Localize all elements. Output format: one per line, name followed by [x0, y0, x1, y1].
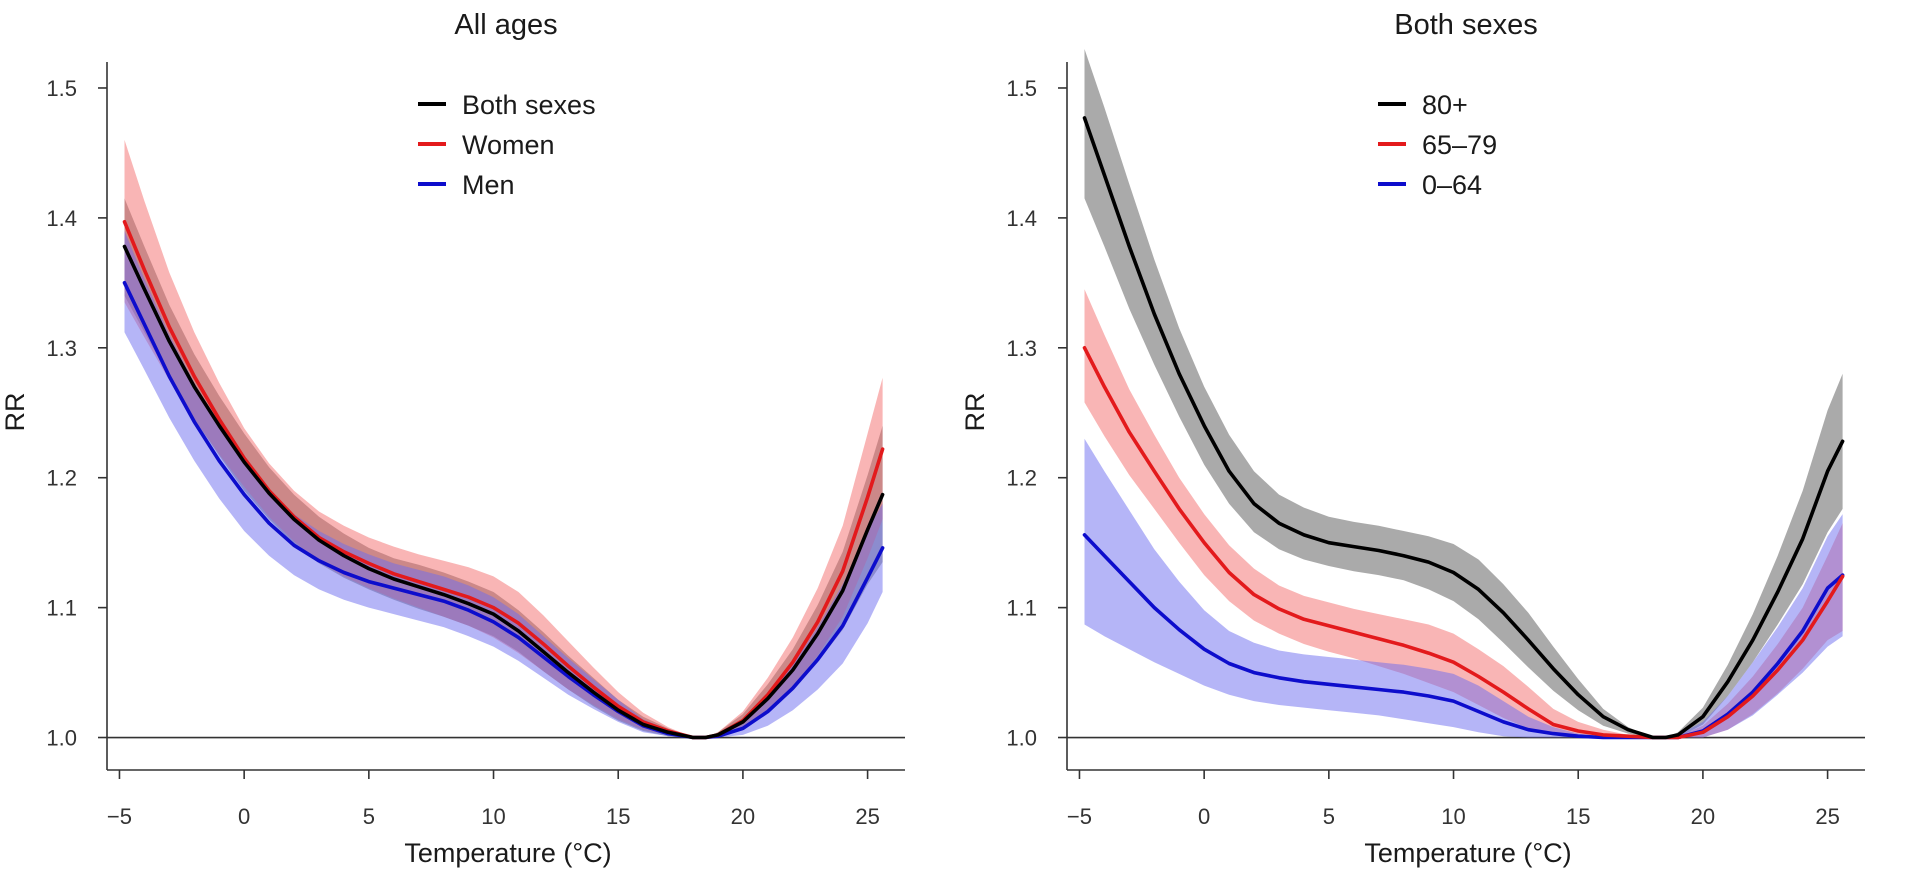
- y-tick-label: 1.3: [1006, 336, 1037, 361]
- chart-panel-all-ages: 1.0 1.1 1.2 1.3 1.4 1.5 −5 0 5 10 15 20 25 Temperatur…: [0, 9, 905, 868]
- x-tick-label: −5: [107, 804, 132, 829]
- y-tick-label: 1.4: [46, 206, 77, 231]
- chart-title: Both sexes: [1394, 9, 1537, 41]
- y-tick-label: 1.0: [1006, 726, 1037, 751]
- legend-label: Women: [462, 130, 555, 160]
- x-tick-label: 20: [731, 804, 755, 829]
- series-line-2: [1082, 533, 1845, 740]
- y-tick-label: 1.4: [1006, 206, 1037, 231]
- y-tick-label: 1.1: [1006, 596, 1037, 621]
- y-tick-label: 1.3: [46, 336, 77, 361]
- series-line-1: [1082, 346, 1845, 740]
- confidence-band-2: [124, 230, 883, 738]
- x-tick-label: 5: [1323, 804, 1335, 829]
- legend-label: Both sexes: [462, 90, 596, 120]
- legend-label: 0–64: [1422, 170, 1482, 200]
- x-tick-label: 0: [238, 804, 250, 829]
- confidence-band-2: [1084, 438, 1843, 738]
- x-tick-label: 25: [855, 804, 879, 829]
- y-axis-title: RR: [0, 393, 30, 432]
- y-tick-label: 1.2: [1006, 466, 1037, 491]
- x-tick-label: 15: [1566, 804, 1590, 829]
- confidence-band-0: [1084, 49, 1843, 738]
- chart-panel-both-sexes: 1.0 1.1 1.2 1.3 1.4 1.5 −5 0 5 10 15 20 25 Temperatur…: [960, 0, 1920, 879]
- y-tick-label: 1.5: [46, 76, 77, 101]
- chart-svg-all-ages: 1.0 1.1 1.2 1.3 1.4 1.5 −5 0 5 10 15 20 25 Temperatur…: [0, 9, 905, 868]
- y-axis-title: RR: [960, 393, 990, 432]
- y-tick-label: 1.1: [46, 596, 77, 621]
- legend-label: 65–79: [1422, 130, 1497, 160]
- y-tick-label: 1.0: [46, 726, 77, 751]
- series-line-1: [122, 220, 885, 740]
- x-tick-label: 20: [1691, 804, 1715, 829]
- series-line-2: [122, 281, 885, 740]
- chart-svg-both-sexes: 1.0 1.1 1.2 1.3 1.4 1.5 −5 0 5 10 15 20 25 Temperatur…: [960, 9, 1865, 868]
- x-tick-label: 15: [606, 804, 630, 829]
- y-tick-label: 1.2: [46, 466, 77, 491]
- x-tick-label: 10: [1441, 804, 1465, 829]
- x-axis-title: Temperature (°C): [1364, 838, 1571, 868]
- x-tick-label: −5: [1067, 804, 1092, 829]
- y-tick-label: 1.5: [1006, 76, 1037, 101]
- x-tick-label: 0: [1198, 804, 1210, 829]
- x-tick-label: 25: [1815, 804, 1839, 829]
- x-tick-label: 5: [363, 804, 375, 829]
- legend-label: 80+: [1422, 90, 1468, 120]
- x-axis-title: Temperature (°C): [404, 838, 611, 868]
- chart-title: All ages: [454, 9, 557, 41]
- series-line-0: [122, 244, 885, 740]
- series-line-0: [1082, 116, 1845, 740]
- legend-label: Men: [462, 170, 515, 200]
- x-tick-label: 10: [481, 804, 505, 829]
- confidence-band-1: [1084, 289, 1843, 738]
